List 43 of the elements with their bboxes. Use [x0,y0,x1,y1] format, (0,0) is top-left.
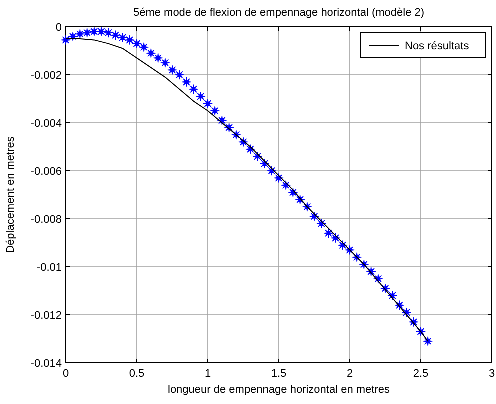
point [125,35,135,46]
point [324,228,334,238]
point [188,84,199,94]
point [132,38,142,49]
point [118,32,128,43]
y-tick-label: -0.008 [30,214,62,226]
y-axis-title: Déplacement en metres [5,136,17,254]
point [160,58,170,68]
x-tick-label: 2 [346,368,354,380]
point [96,26,106,37]
point [61,35,71,46]
x-axis-title: longueur de empennage horizontal en metres [168,384,390,396]
point [182,77,192,88]
y-tick-label: -0.006 [30,166,62,178]
point [139,42,149,52]
legend-label: Nos résultats [405,40,470,52]
point [168,65,178,76]
x-tick-label: 3 [488,368,496,380]
y-tick-label: -0.012 [30,310,62,322]
point [146,48,156,58]
point [75,29,86,40]
chart-title: 5éme mode de flexion de empennage horizontal (modèle 2) [133,7,425,19]
point [90,26,100,37]
y-tick-label: -0.004 [30,118,62,130]
point [210,106,220,116]
y-tick-label: 0 [56,22,62,34]
x-tick-label: 0.5 [129,368,145,380]
y-tick-label: -0.002 [30,70,62,82]
y-tick-label: -0.01 [36,262,62,274]
point [196,92,206,102]
point [203,98,213,109]
point [104,28,114,38]
x-tick-label: 0 [62,368,70,380]
x-tick-label: 1 [204,368,212,380]
x-tick-label: 2.5 [413,368,429,380]
point [110,30,121,40]
point [310,212,320,222]
y-tick-label: -0.014 [30,358,62,370]
point [174,70,184,80]
point [153,53,164,64]
point [267,166,277,176]
point [82,28,92,38]
x-tick-label: 1.5 [271,368,287,380]
